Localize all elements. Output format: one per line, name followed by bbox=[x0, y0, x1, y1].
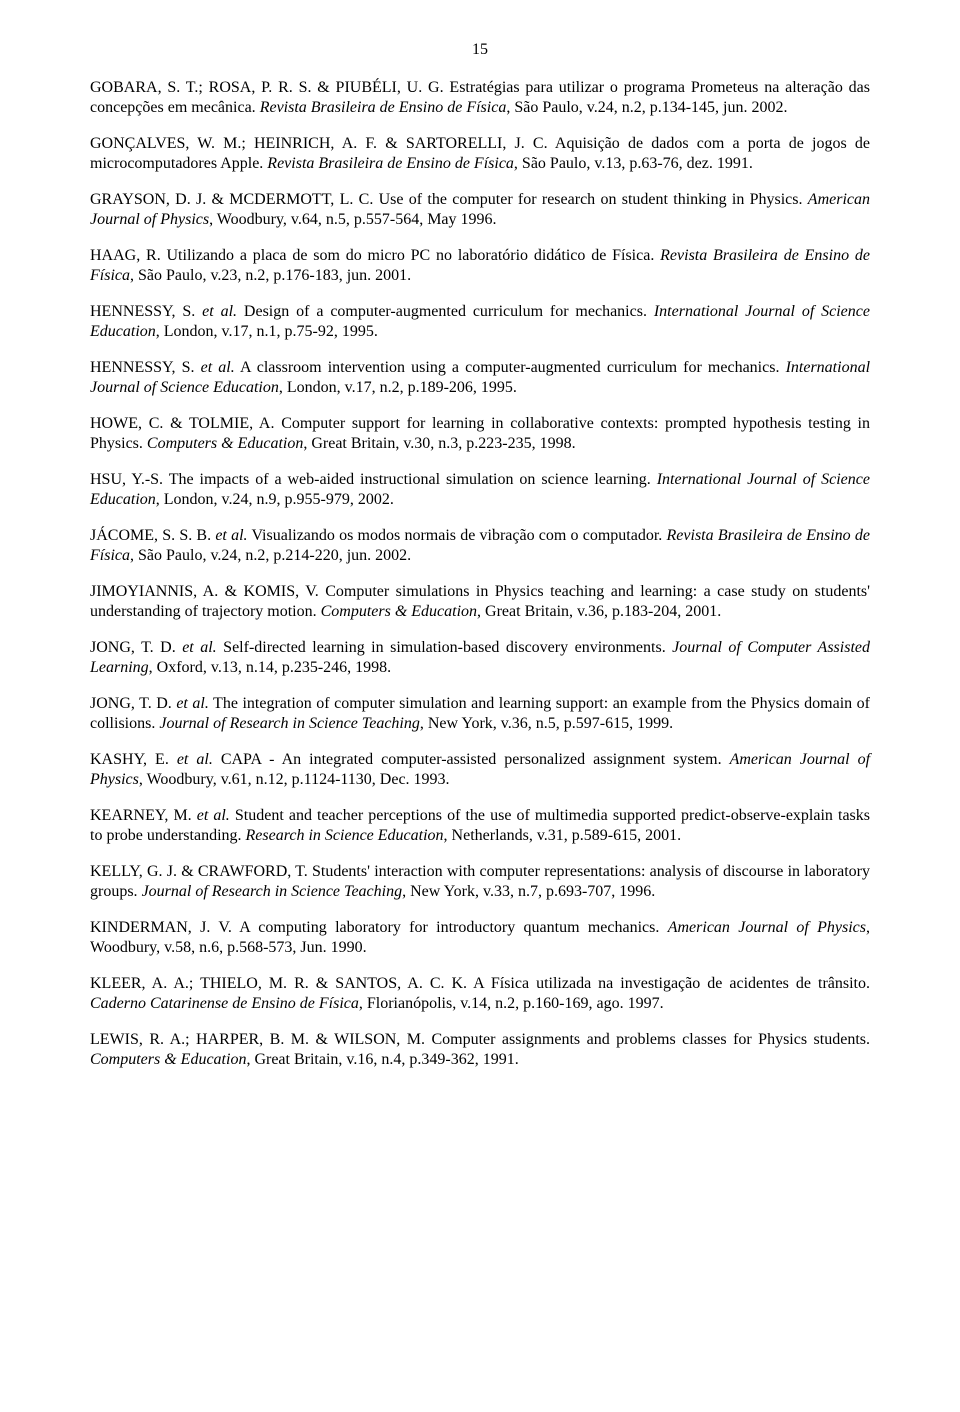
reference-italic-text: et al. bbox=[176, 695, 209, 712]
reference-entry: KELLY, G. J. & CRAWFORD, T. Students' in… bbox=[90, 862, 870, 902]
reference-text: , São Paulo, v.13, p.63-76, dez. 1991. bbox=[514, 155, 753, 172]
reference-italic-text: Caderno Catarinense de Ensino de Física bbox=[90, 995, 359, 1012]
reference-text: JONG, T. D. bbox=[90, 639, 182, 656]
reference-entry: HSU, Y.-S. The impacts of a web-aided in… bbox=[90, 470, 870, 510]
page-number: 15 bbox=[90, 40, 870, 60]
reference-entry: HAAG, R. Utilizando a placa de som do mi… bbox=[90, 246, 870, 286]
reference-text: , Great Britain, v.30, n.3, p.223-235, 1… bbox=[303, 435, 575, 452]
reference-italic-text: et al. bbox=[182, 639, 216, 656]
reference-text: KLEER, A. A.; THIELO, M. R. & SANTOS, A.… bbox=[90, 975, 870, 992]
reference-italic-text: et al. bbox=[201, 359, 235, 376]
reference-entry: KINDERMAN, J. V. A computing laboratory … bbox=[90, 918, 870, 958]
reference-entry: LEWIS, R. A.; HARPER, B. M. & WILSON, M.… bbox=[90, 1030, 870, 1070]
reference-italic-text: Research in Science Education bbox=[246, 827, 444, 844]
reference-entry: JIMOYIANNIS, A. & KOMIS, V. Computer sim… bbox=[90, 582, 870, 622]
reference-text: , New York, v.33, n.7, p.693-707, 1996. bbox=[402, 883, 655, 900]
reference-italic-text: Revista Brasileira de Ensino de Física bbox=[260, 99, 507, 116]
reference-italic-text: Computers & Education bbox=[90, 1051, 246, 1068]
reference-text: HSU, Y.-S. The impacts of a web-aided in… bbox=[90, 471, 657, 488]
reference-entry: HOWE, C. & TOLMIE, A. Computer support f… bbox=[90, 414, 870, 454]
reference-text: JÁCOME, S. S. B. bbox=[90, 527, 215, 544]
reference-text: HENNESSY, S. bbox=[90, 303, 202, 320]
reference-entry: GRAYSON, D. J. & MCDERMOTT, L. C. Use of… bbox=[90, 190, 870, 230]
reference-italic-text: et al. bbox=[215, 527, 247, 544]
reference-text: CAPA - An integrated computer-assisted p… bbox=[213, 751, 730, 768]
reference-italic-text: Journal of Research in Science Teaching bbox=[142, 883, 403, 900]
reference-text: , Great Britain, v.36, p.183-204, 2001. bbox=[477, 603, 721, 620]
reference-entry: JONG, T. D. et al. The integration of co… bbox=[90, 694, 870, 734]
reference-entry: HENNESSY, S. et al. Design of a computer… bbox=[90, 302, 870, 342]
reference-text: , Oxford, v.13, n.14, p.235-246, 1998. bbox=[149, 659, 392, 676]
reference-italic-text: Computers & Education bbox=[147, 435, 303, 452]
reference-text: JONG, T. D. bbox=[90, 695, 176, 712]
reference-italic-text: et al. bbox=[197, 807, 230, 824]
reference-text: KASHY, E. bbox=[90, 751, 177, 768]
reference-italic-text: et al. bbox=[202, 303, 237, 320]
reference-text: , Florianópolis, v.14, n.2, p.160-169, a… bbox=[359, 995, 664, 1012]
reference-italic-text: Computers & Education bbox=[321, 603, 477, 620]
reference-text: Self-directed learning in simulation-bas… bbox=[217, 639, 672, 656]
reference-text: LEWIS, R. A.; HARPER, B. M. & WILSON, M.… bbox=[90, 1031, 870, 1048]
reference-text: , Woodbury, v.64, n.5, p.557-564, May 19… bbox=[209, 211, 496, 228]
reference-text: , Great Britain, v.16, n.4, p.349-362, 1… bbox=[246, 1051, 518, 1068]
reference-text: , New York, v.36, n.5, p.597-615, 1999. bbox=[420, 715, 673, 732]
reference-italic-text: American Journal of Physics bbox=[668, 919, 866, 936]
reference-entry: JONG, T. D. et al. Self-directed learnin… bbox=[90, 638, 870, 678]
reference-text: KEARNEY, M. bbox=[90, 807, 197, 824]
references-list: GOBARA, S. T.; ROSA, P. R. S. & PIUBÉLI,… bbox=[90, 78, 870, 1070]
reference-text: Visualizando os modos normais de vibraçã… bbox=[248, 527, 667, 544]
reference-text: , São Paulo, v.24, n.2, p.214-220, jun. … bbox=[130, 547, 411, 564]
reference-text: , Netherlands, v.31, p.589-615, 2001. bbox=[444, 827, 682, 844]
reference-entry: KEARNEY, M. et al. Student and teacher p… bbox=[90, 806, 870, 846]
reference-text: HAAG, R. Utilizando a placa de som do mi… bbox=[90, 247, 660, 264]
reference-text: , São Paulo, v.24, n.2, p.134-145, jun. … bbox=[506, 99, 787, 116]
reference-text: KINDERMAN, J. V. A computing laboratory … bbox=[90, 919, 668, 936]
reference-text: , São Paulo, v.23, n.2, p.176-183, jun. … bbox=[130, 267, 411, 284]
reference-text: , London, v.17, n.2, p.189-206, 1995. bbox=[279, 379, 517, 396]
reference-entry: HENNESSY, S. et al. A classroom interven… bbox=[90, 358, 870, 398]
reference-text: A classroom intervention using a compute… bbox=[235, 359, 786, 376]
reference-entry: GONÇALVES, W. M.; HEINRICH, A. F. & SART… bbox=[90, 134, 870, 174]
reference-italic-text: et al. bbox=[177, 751, 213, 768]
reference-text: , Woodbury, v.61, n.12, p.1124-1130, Dec… bbox=[139, 771, 450, 788]
reference-text: , London, v.17, n.1, p.75-92, 1995. bbox=[156, 323, 378, 340]
reference-text: Design of a computer-augmented curriculu… bbox=[237, 303, 654, 320]
reference-entry: KLEER, A. A.; THIELO, M. R. & SANTOS, A.… bbox=[90, 974, 870, 1014]
reference-entry: GOBARA, S. T.; ROSA, P. R. S. & PIUBÉLI,… bbox=[90, 78, 870, 118]
reference-entry: JÁCOME, S. S. B. et al. Visualizando os … bbox=[90, 526, 870, 566]
reference-text: , London, v.24, n.9, p.955-979, 2002. bbox=[156, 491, 394, 508]
reference-text: HENNESSY, S. bbox=[90, 359, 201, 376]
reference-text: GRAYSON, D. J. & MCDERMOTT, L. C. Use of… bbox=[90, 191, 808, 208]
reference-italic-text: Revista Brasileira de Ensino de Física bbox=[267, 155, 514, 172]
reference-entry: KASHY, E. et al. CAPA - An integrated co… bbox=[90, 750, 870, 790]
reference-italic-text: Journal of Research in Science Teaching bbox=[159, 715, 420, 732]
